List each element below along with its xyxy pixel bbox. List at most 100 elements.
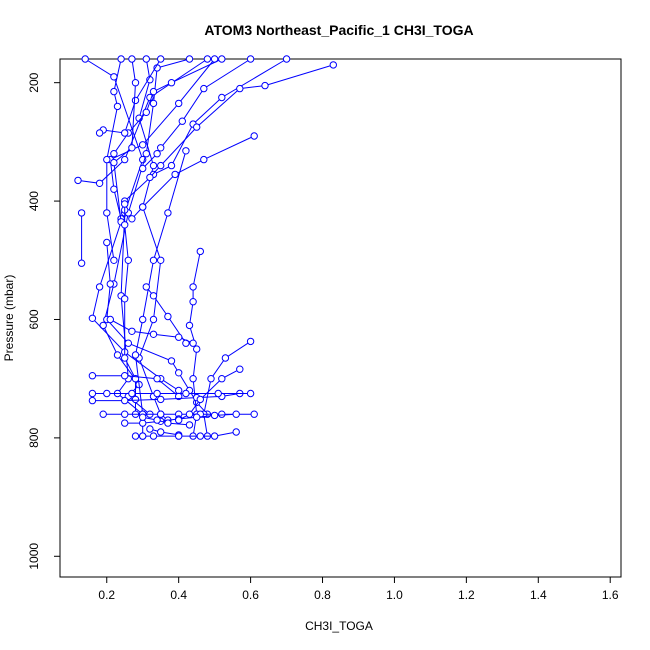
data-point bbox=[110, 158, 118, 167]
series-26 bbox=[175, 365, 244, 424]
data-point bbox=[185, 321, 194, 330]
data-point bbox=[139, 413, 147, 421]
x-tick-label: 0.4 bbox=[170, 588, 187, 602]
series-29 bbox=[139, 413, 194, 429]
data-point bbox=[121, 295, 129, 303]
data-point bbox=[149, 161, 158, 170]
data-point bbox=[329, 61, 337, 69]
data-point bbox=[121, 129, 129, 137]
series-11 bbox=[88, 55, 183, 395]
data-point bbox=[189, 283, 197, 291]
data-point bbox=[121, 221, 129, 229]
data-point bbox=[131, 395, 140, 404]
data-point bbox=[149, 99, 158, 108]
data-point bbox=[236, 84, 244, 93]
data-point bbox=[128, 389, 136, 398]
data-point bbox=[121, 410, 129, 418]
data-point bbox=[246, 337, 255, 346]
series-line bbox=[106, 58, 122, 261]
data-point bbox=[164, 312, 172, 321]
data-point bbox=[99, 410, 107, 418]
data-point bbox=[214, 389, 222, 398]
data-point bbox=[193, 413, 201, 421]
y-tick-label: 800 bbox=[27, 428, 41, 448]
data-point bbox=[196, 247, 205, 256]
series-line bbox=[149, 64, 334, 178]
data-point bbox=[167, 357, 176, 365]
x-tick-label: 0.8 bbox=[314, 588, 331, 602]
data-point bbox=[200, 84, 208, 93]
data-point bbox=[146, 425, 154, 433]
data-point bbox=[103, 155, 111, 164]
data-point bbox=[261, 81, 269, 90]
data-point bbox=[218, 93, 226, 102]
data-point bbox=[185, 421, 194, 429]
series-18 bbox=[88, 372, 183, 401]
data-point bbox=[157, 161, 165, 170]
data-point bbox=[178, 117, 187, 125]
data-point bbox=[149, 315, 158, 324]
data-point bbox=[88, 396, 97, 405]
series-14 bbox=[77, 209, 86, 267]
data-point bbox=[236, 365, 244, 373]
data-point bbox=[157, 256, 165, 264]
data-point bbox=[131, 79, 140, 87]
series-21 bbox=[88, 389, 255, 398]
data-point bbox=[246, 389, 255, 398]
data-point bbox=[250, 410, 258, 418]
data-point bbox=[185, 410, 194, 418]
x-tick-label: 1.4 bbox=[530, 588, 547, 602]
data-point bbox=[113, 102, 122, 111]
data-point bbox=[153, 389, 161, 398]
data-point bbox=[232, 428, 240, 436]
data-point bbox=[131, 432, 140, 440]
data-point bbox=[175, 99, 183, 108]
data-point bbox=[171, 170, 179, 179]
data-point bbox=[128, 327, 136, 335]
data-point bbox=[232, 410, 240, 418]
data-point bbox=[157, 410, 165, 418]
data-point bbox=[218, 375, 226, 383]
data-point bbox=[142, 55, 151, 63]
x-axis: 0.2 0.4 0.6 0.8 1.0 1.2 1.4 1.6 bbox=[98, 577, 619, 602]
x-tick-label: 1.2 bbox=[458, 588, 475, 602]
series-12 bbox=[128, 132, 258, 223]
x-tick-label: 1.6 bbox=[602, 588, 619, 602]
data-point bbox=[139, 164, 147, 173]
series-8 bbox=[110, 55, 226, 158]
data-point bbox=[218, 410, 226, 418]
data-point bbox=[103, 238, 111, 247]
data-point bbox=[189, 339, 197, 347]
data-point bbox=[110, 150, 118, 158]
data-point bbox=[185, 55, 194, 63]
data-point bbox=[106, 315, 115, 324]
data-point bbox=[81, 55, 89, 63]
data-point bbox=[175, 432, 183, 440]
data-point bbox=[203, 55, 212, 63]
data-point bbox=[149, 330, 158, 338]
series-layer bbox=[74, 55, 337, 440]
data-point bbox=[153, 416, 161, 424]
data-point bbox=[131, 351, 140, 359]
data-point bbox=[110, 185, 118, 193]
data-point bbox=[189, 298, 197, 306]
data-point bbox=[149, 292, 158, 300]
data-point bbox=[139, 141, 147, 149]
data-point bbox=[196, 432, 205, 440]
data-point bbox=[221, 354, 230, 362]
data-point bbox=[282, 55, 291, 63]
data-point bbox=[196, 395, 205, 404]
series-28 bbox=[106, 315, 197, 347]
series-10 bbox=[103, 55, 125, 264]
data-point bbox=[95, 283, 104, 291]
data-point bbox=[95, 179, 104, 188]
series-line bbox=[92, 375, 180, 397]
data-point bbox=[117, 55, 125, 63]
data-point bbox=[189, 375, 197, 383]
data-point bbox=[157, 55, 165, 63]
data-point bbox=[246, 55, 255, 63]
data-point bbox=[142, 150, 151, 158]
data-point bbox=[110, 73, 118, 81]
data-point bbox=[103, 209, 111, 217]
